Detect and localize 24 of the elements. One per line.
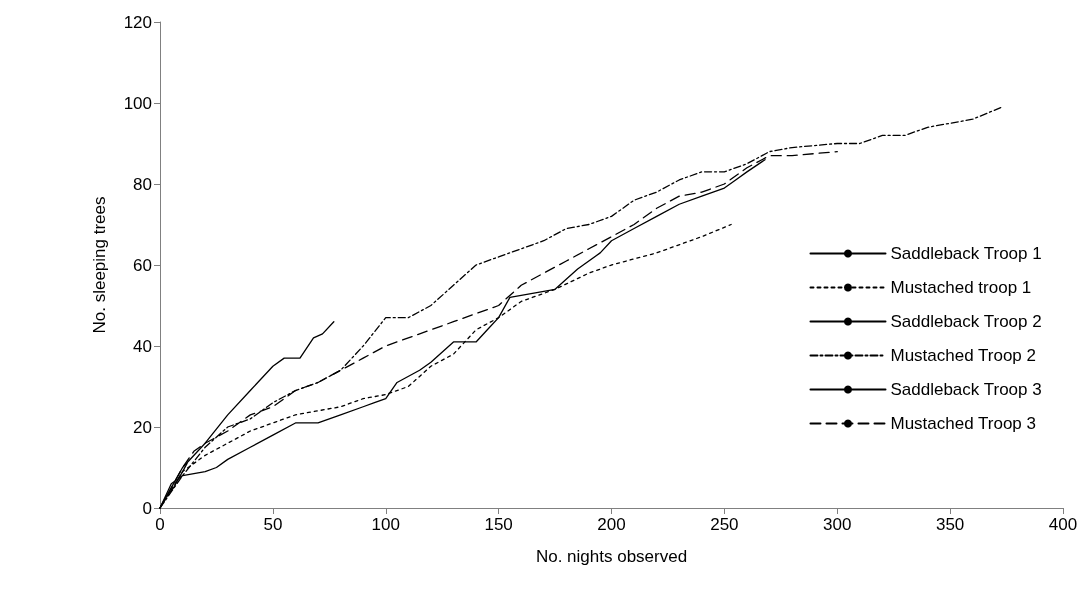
y-axis-title: No. sleeping trees	[90, 196, 109, 334]
x-tick-label: 200	[597, 515, 626, 534]
y-tick-label: 60	[133, 255, 152, 275]
x-tick-label: 100	[371, 515, 400, 534]
x-axis-title: No. nights observed	[535, 547, 688, 566]
y-tick-label: 100	[123, 93, 152, 113]
x-tick-label: 300	[823, 515, 852, 534]
x-tick-label: 250	[710, 515, 739, 534]
y-tick-label: 20	[133, 417, 152, 437]
x-tick-label: 350	[935, 515, 965, 534]
x-tick-label: 0	[155, 515, 165, 534]
y-tick-label: 120	[123, 12, 152, 32]
y-tick-label: 40	[133, 336, 152, 356]
legend-label: Mustached Troop 3	[890, 414, 1037, 433]
legend-label: Saddleback Troop 2	[890, 312, 1042, 331]
x-tick-label: 50	[263, 515, 283, 534]
y-tick-label: 80	[133, 174, 152, 194]
legend-label: Mustached troop 1	[890, 278, 1032, 297]
legend-label: Saddleback Troop 1	[890, 244, 1042, 263]
legend-label: Saddleback Troop 3	[890, 380, 1042, 399]
x-tick-label: 150	[484, 515, 513, 534]
x-tick-label: 400	[1048, 515, 1078, 534]
legend-label: Mustached Troop 2	[890, 346, 1037, 365]
y-tick-label: 0	[142, 498, 152, 518]
